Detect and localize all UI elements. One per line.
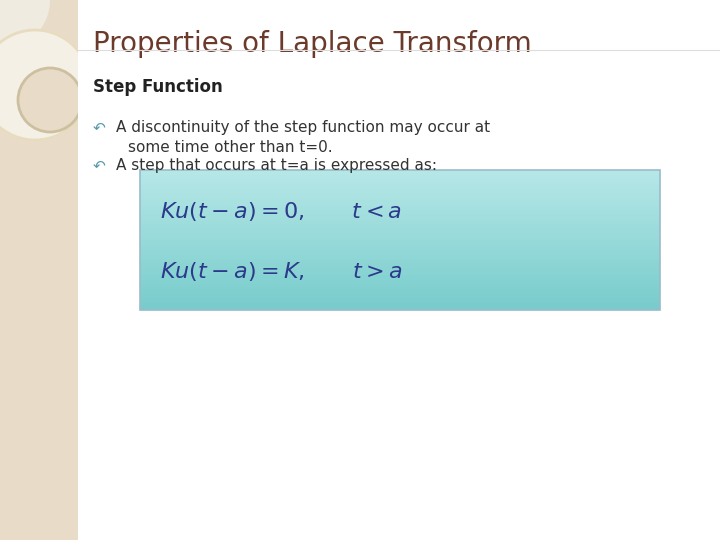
Bar [140, 267, 660, 271]
Bar [140, 293, 660, 296]
Bar [140, 277, 660, 280]
Bar [140, 191, 660, 193]
Bar [140, 265, 660, 268]
Bar [140, 170, 660, 310]
Bar [140, 200, 660, 202]
Bar [140, 307, 660, 310]
Wedge shape [0, 0, 50, 50]
Bar [140, 209, 660, 212]
Bar [140, 181, 660, 184]
Bar [140, 291, 660, 294]
Circle shape [0, 30, 90, 140]
Bar [140, 228, 660, 231]
Bar [140, 170, 660, 172]
Bar [140, 207, 660, 210]
Bar [140, 226, 660, 228]
Bar [140, 251, 660, 254]
Text: some time other than t=0.: some time other than t=0. [128, 140, 333, 155]
Text: A discontinuity of the step function may occur at: A discontinuity of the step function may… [116, 120, 490, 135]
Text: ↶: ↶ [93, 158, 106, 173]
Text: Step Function: Step Function [93, 78, 222, 96]
Bar [140, 279, 660, 282]
Bar [140, 237, 660, 240]
Bar [140, 179, 660, 181]
Bar [78, 0, 720, 540]
Circle shape [18, 68, 82, 132]
Bar [140, 274, 660, 278]
Bar [140, 284, 660, 287]
Bar [140, 186, 660, 188]
Bar [140, 184, 660, 186]
Text: ↶: ↶ [93, 120, 106, 135]
Bar [140, 244, 660, 247]
Bar [140, 205, 660, 207]
Bar [140, 235, 660, 238]
Text: $Ku(t-a) = 0, \qquad t < a$: $Ku(t-a) = 0, \qquad t < a$ [160, 200, 402, 223]
Bar [140, 246, 660, 249]
Bar [140, 195, 660, 198]
Bar [140, 230, 660, 233]
Bar [140, 270, 660, 273]
Bar [140, 240, 660, 242]
Bar [140, 258, 660, 261]
Bar [140, 242, 660, 245]
Bar [140, 174, 660, 177]
Bar [140, 223, 660, 226]
Bar [140, 221, 660, 224]
Bar [140, 193, 660, 195]
Bar [140, 202, 660, 205]
Bar [140, 216, 660, 219]
Text: A step that occurs at t=a is expressed as:: A step that occurs at t=a is expressed a… [116, 158, 437, 173]
Bar [140, 172, 660, 174]
Bar [140, 305, 660, 308]
Bar [140, 263, 660, 266]
Bar [140, 256, 660, 259]
Bar [140, 295, 660, 298]
Bar [140, 300, 660, 303]
Bar [140, 288, 660, 292]
Bar [140, 198, 660, 200]
Bar [140, 253, 660, 256]
Bar [140, 214, 660, 217]
Bar [140, 298, 660, 301]
Bar [0, 0, 78, 540]
Bar [140, 219, 660, 221]
Bar [140, 281, 660, 285]
Text: Properties of Laplace Transform: Properties of Laplace Transform [93, 30, 532, 58]
Bar [140, 188, 660, 191]
Bar [140, 249, 660, 252]
Bar [140, 177, 660, 179]
Text: $Ku(t-a) = K, \qquad t > a$: $Ku(t-a) = K, \qquad t > a$ [160, 260, 402, 283]
Bar [140, 212, 660, 214]
Bar [140, 260, 660, 264]
Bar [140, 302, 660, 305]
Bar [140, 233, 660, 235]
Bar [140, 286, 660, 289]
Bar [140, 272, 660, 275]
